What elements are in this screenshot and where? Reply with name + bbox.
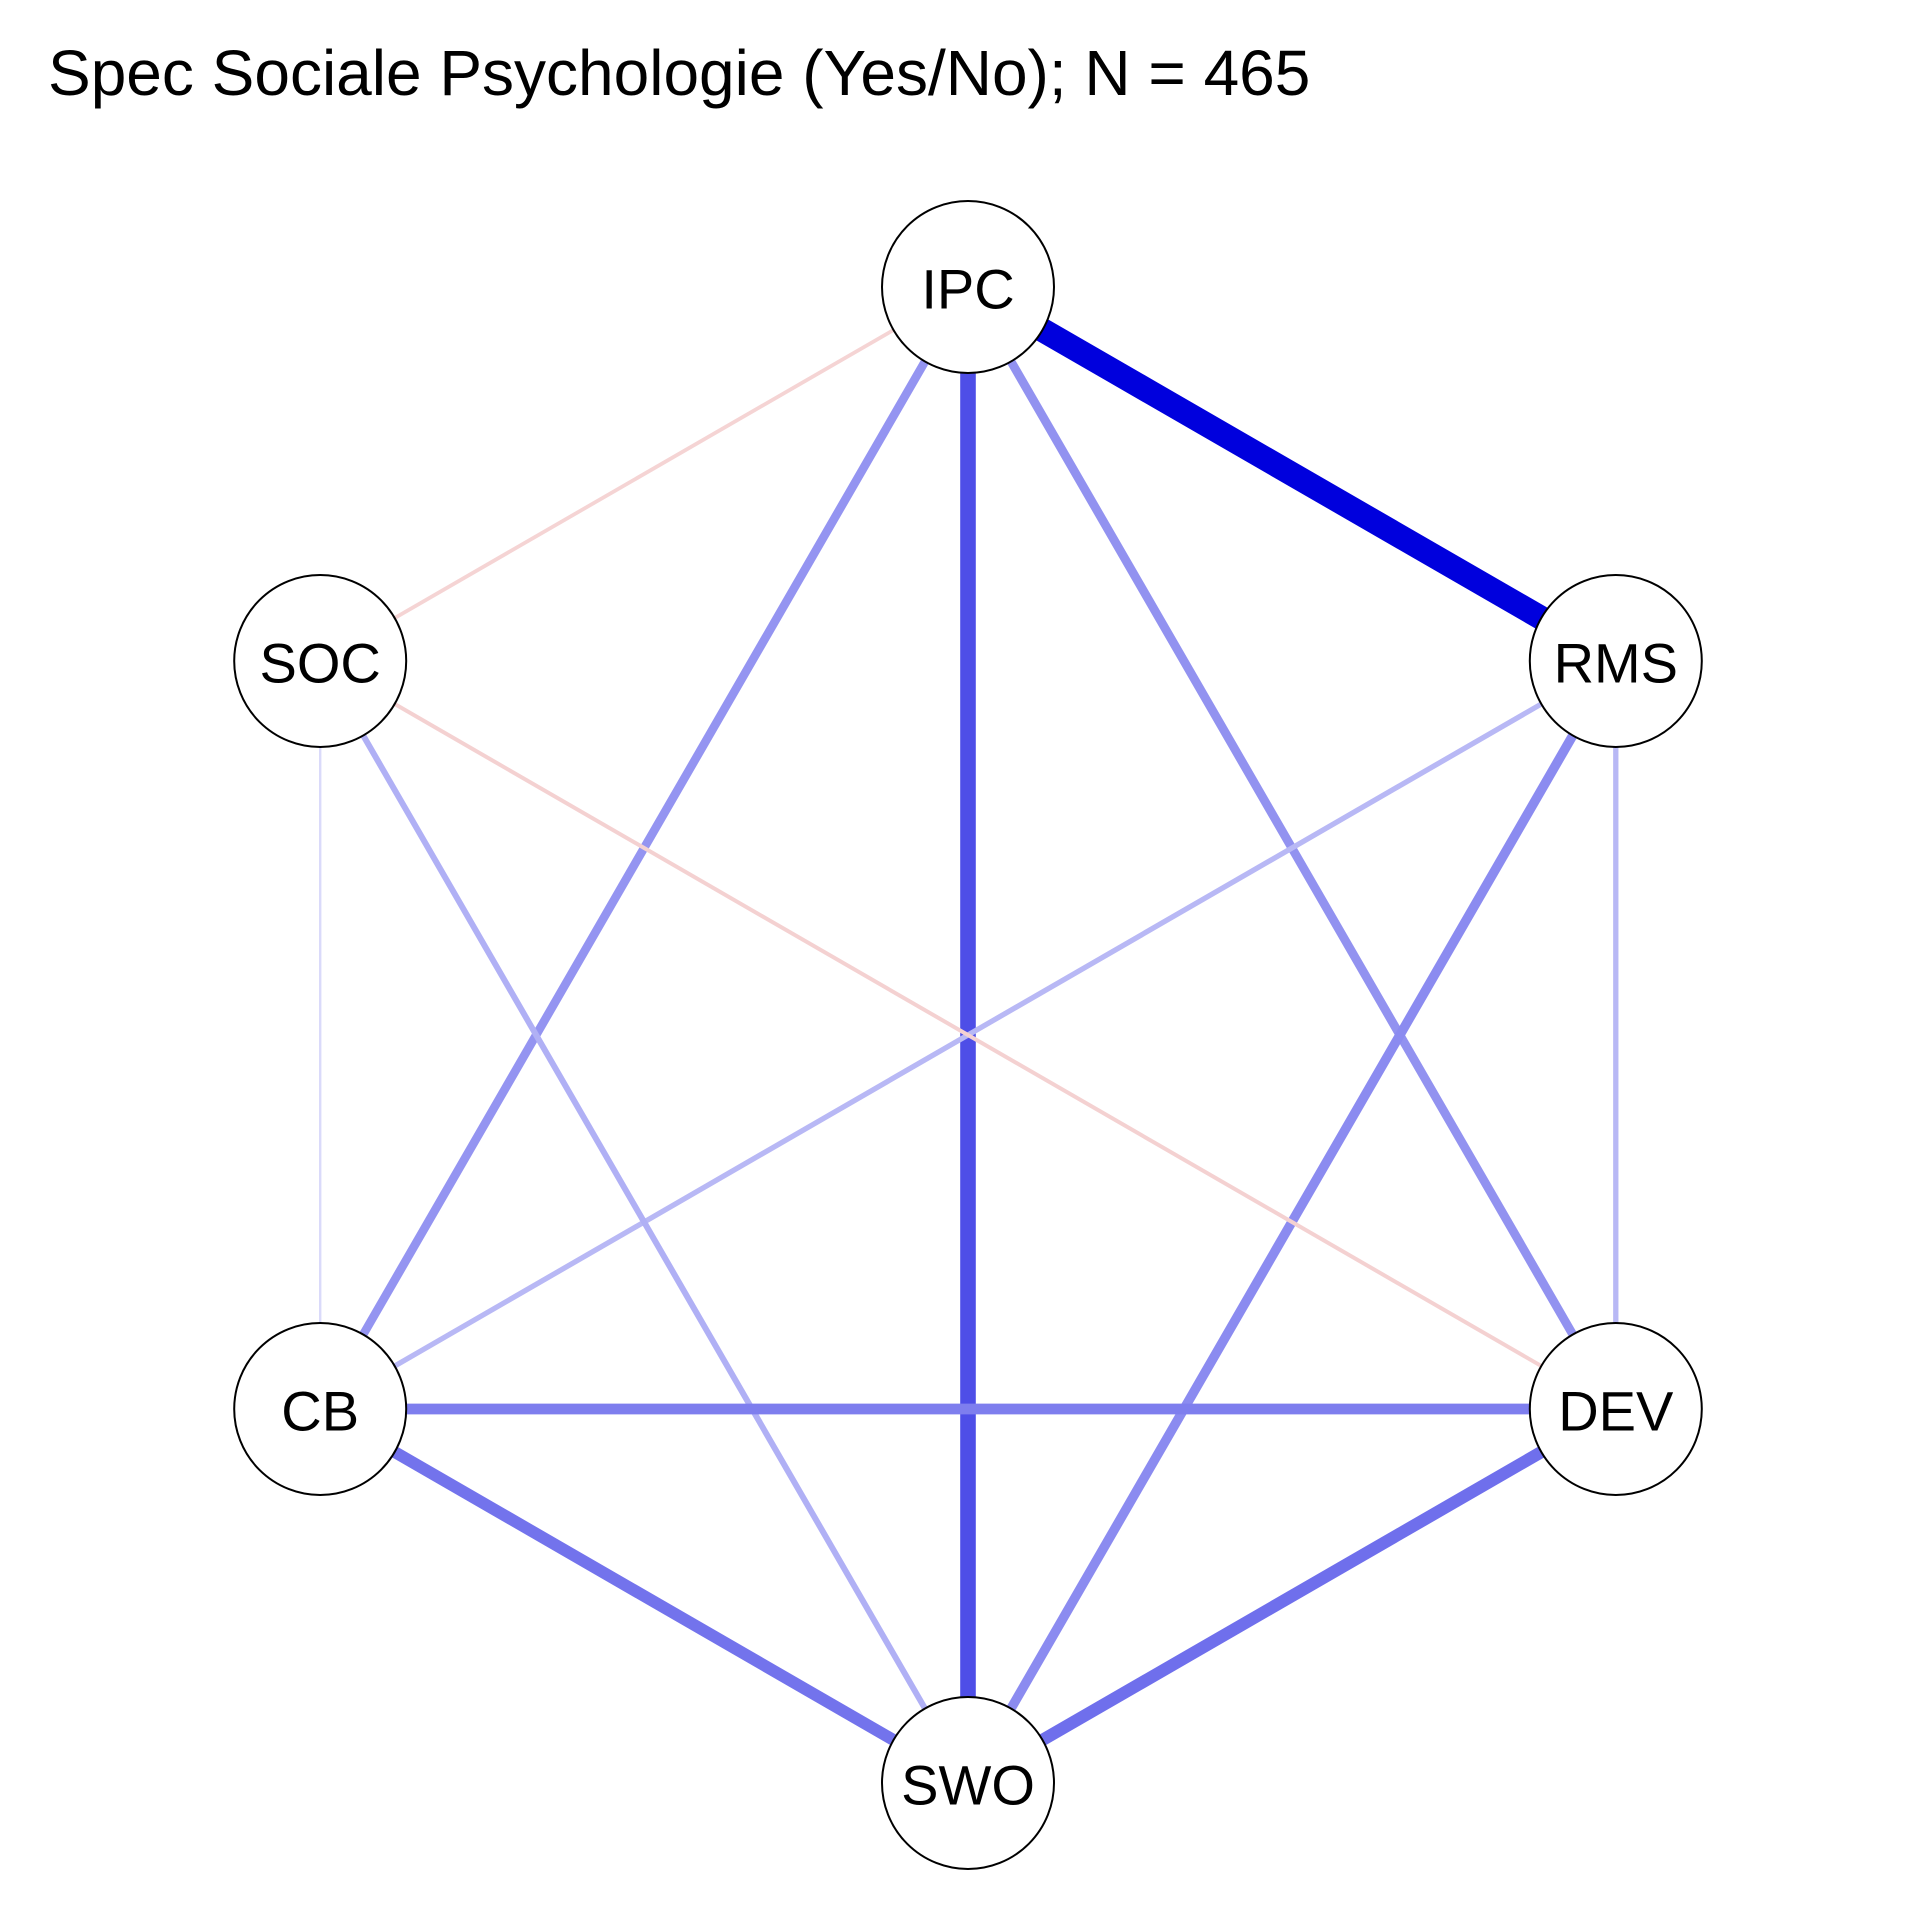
node-soc: SOC <box>233 574 408 748</box>
node-dev: DEV <box>1528 1322 1703 1496</box>
node-circle-cb <box>233 1322 408 1496</box>
node-ipc: IPC <box>881 200 1055 374</box>
node-circle-rms <box>1528 574 1703 748</box>
node-rms: RMS <box>1528 574 1703 748</box>
node-label-rms: RMS <box>1554 632 1678 695</box>
node-circle-swo <box>881 1696 1055 1870</box>
edge-ipc-soc <box>319 285 969 663</box>
node-cb: CB <box>233 1322 408 1496</box>
edge-soc-swo <box>317 659 971 1785</box>
chart-title: Spec Sociale Psychologie (Yes/No); N = 4… <box>48 37 1310 109</box>
edge-ipc-rms <box>962 276 1622 672</box>
node-circle-soc <box>233 574 408 748</box>
nodes-layer: IPC RMS DEV SWO CB SOC <box>233 200 1703 1870</box>
node-label-soc: SOC <box>260 632 381 695</box>
node-swo: SWO <box>881 1696 1055 1870</box>
node-label-cb: CB <box>281 1380 359 1443</box>
edge-soc-dev <box>319 659 1617 1411</box>
edge-cb-swo <box>317 1403 971 1789</box>
node-label-ipc: IPC <box>921 258 1014 321</box>
edges-layer <box>316 276 1622 1789</box>
node-label-dev: DEV <box>1558 1380 1674 1443</box>
node-label-swo: SWO <box>901 1754 1035 1817</box>
node-circle-ipc <box>881 200 1055 374</box>
node-circle-dev <box>1528 1322 1703 1496</box>
edge-dev-swo <box>964 1403 1619 1789</box>
